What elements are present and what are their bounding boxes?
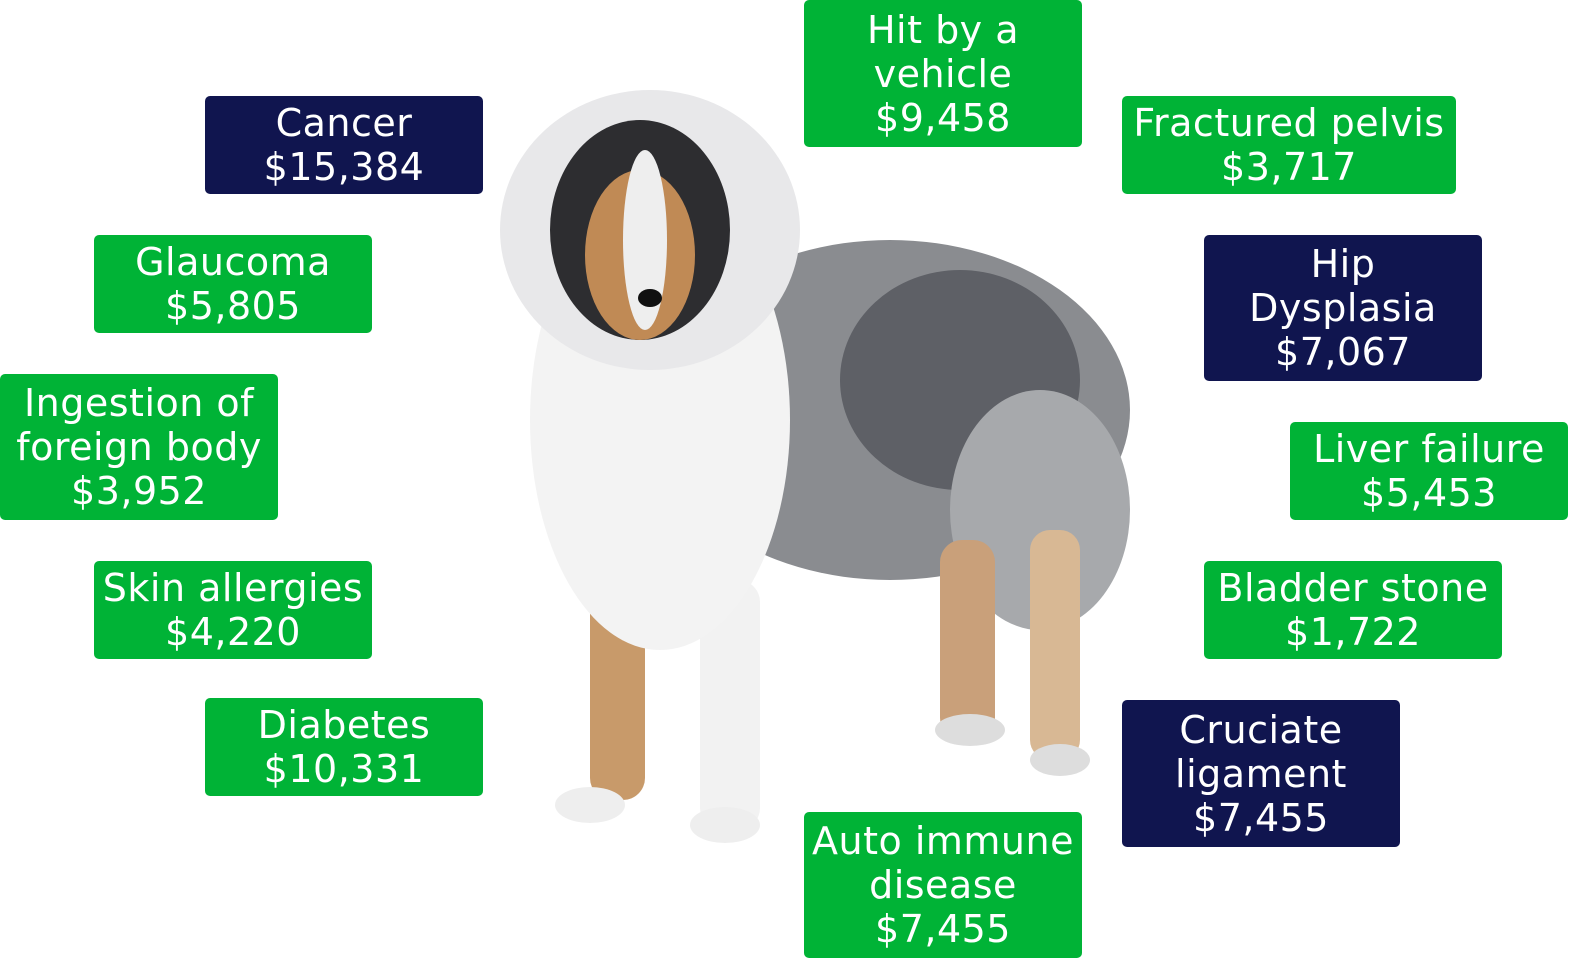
condition-label: Hit by a xyxy=(866,7,1020,52)
condition-cost: $9,458 xyxy=(875,95,1011,140)
condition-cost: $3,952 xyxy=(71,469,207,513)
condition-label: Ingestion of xyxy=(23,381,255,425)
condition-label: disease xyxy=(869,863,1017,907)
condition-label: Auto immune xyxy=(812,819,1074,863)
condition-cost: $5,805 xyxy=(165,284,301,328)
condition-cost: $7,455 xyxy=(875,907,1011,951)
condition-glaucoma: Glaucoma $5,805 xyxy=(94,235,372,333)
condition-cost: $15,384 xyxy=(263,145,425,189)
condition-label: Cruciate xyxy=(1179,707,1343,752)
condition-skin-allergies: Skin allergies $4,220 xyxy=(94,561,372,659)
condition-cruciate-ligament: Cruciate ligament $7,455 xyxy=(1122,700,1400,847)
condition-cost: $1,722 xyxy=(1285,610,1421,654)
condition-label: Cancer xyxy=(275,101,413,145)
condition-liver-failure: Liver failure $5,453 xyxy=(1290,422,1568,520)
condition-label: Bladder stone xyxy=(1217,566,1489,610)
condition-label: Glaucoma xyxy=(135,240,331,284)
condition-label: vehicle xyxy=(873,51,1013,96)
condition-hip-dysplasia: Hip Dysplasia $7,067 xyxy=(1204,235,1482,381)
condition-cost: $7,067 xyxy=(1275,330,1411,374)
condition-ingestion-foreign-body: Ingestion of foreign body $3,952 xyxy=(0,374,278,520)
condition-hit-by-vehicle: Hit by a vehicle $9,458 xyxy=(804,0,1082,147)
condition-cost: $3,717 xyxy=(1221,145,1357,189)
condition-label: ligament xyxy=(1175,751,1347,796)
condition-fractured-pelvis: Fractured pelvis $3,717 xyxy=(1122,96,1456,194)
condition-label: Hip xyxy=(1310,242,1376,286)
condition-label: Liver failure xyxy=(1313,427,1545,471)
condition-diabetes: Diabetes $10,331 xyxy=(205,698,483,796)
condition-auto-immune-disease: Auto immune disease $7,455 xyxy=(804,812,1082,958)
condition-label: Diabetes xyxy=(257,703,431,747)
condition-cost: $10,331 xyxy=(263,747,425,791)
dog-image xyxy=(500,90,1130,843)
condition-label: Dysplasia xyxy=(1249,286,1437,330)
condition-cost: $4,220 xyxy=(165,610,301,654)
condition-cancer: Cancer $15,384 xyxy=(205,96,483,194)
condition-cost: $5,453 xyxy=(1361,471,1497,515)
condition-label: Fractured pelvis xyxy=(1133,101,1445,145)
condition-label: Skin allergies xyxy=(102,566,364,610)
condition-cost: $7,455 xyxy=(1193,795,1329,840)
condition-bladder-stone: Bladder stone $1,722 xyxy=(1204,561,1502,659)
condition-label: foreign body xyxy=(16,425,262,469)
